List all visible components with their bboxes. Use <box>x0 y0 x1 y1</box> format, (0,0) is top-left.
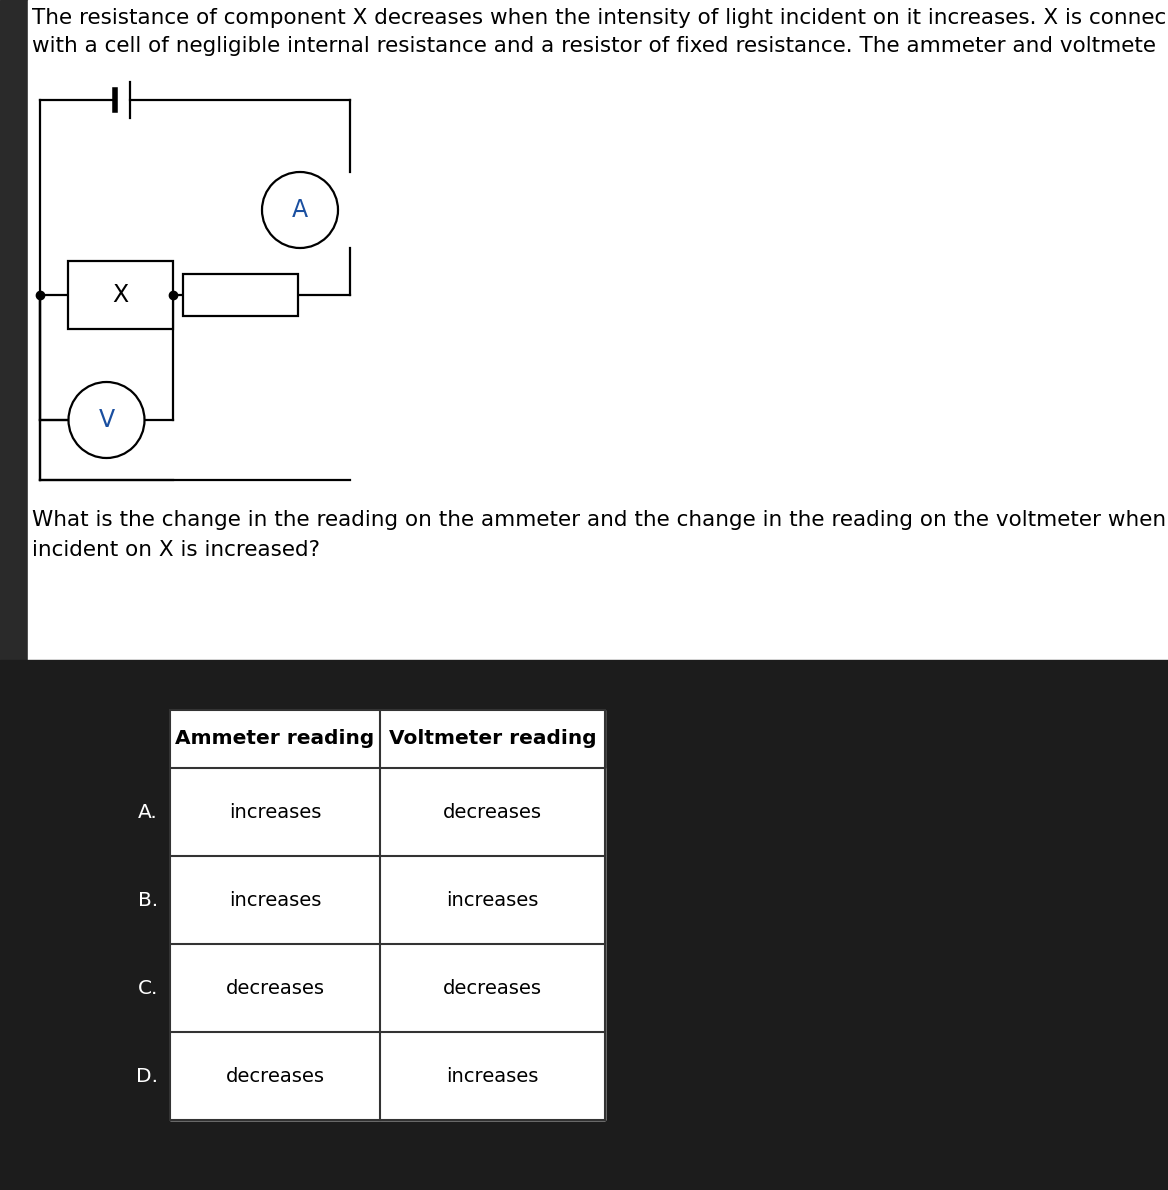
Bar <box>171 944 605 1032</box>
Text: Ammeter reading: Ammeter reading <box>175 729 375 749</box>
Text: What is the change in the reading on the ammeter and the change in the reading o: What is the change in the reading on the… <box>32 511 1166 530</box>
Circle shape <box>262 173 338 248</box>
Bar <box>28 0 1168 660</box>
Text: B.: B. <box>138 890 158 909</box>
Text: increases: increases <box>229 890 321 909</box>
Text: decreases: decreases <box>443 802 542 821</box>
Bar <box>0 0 28 1190</box>
Text: V: V <box>98 408 114 432</box>
Text: decreases: decreases <box>443 978 542 997</box>
Circle shape <box>69 382 145 458</box>
Bar <box>171 710 605 1120</box>
Text: A.: A. <box>138 802 158 821</box>
Text: increases: increases <box>446 1066 538 1085</box>
Text: incident on X is increased?: incident on X is increased? <box>32 540 320 560</box>
Bar <box>171 710 605 1120</box>
Text: with a cell of negligible internal resistance and a resistor of fixed resistance: with a cell of negligible internal resis… <box>32 36 1156 56</box>
Bar <box>171 856 605 944</box>
Text: C.: C. <box>138 978 158 997</box>
Text: Voltmeter reading: Voltmeter reading <box>389 729 597 749</box>
Text: decreases: decreases <box>225 1066 325 1085</box>
Bar <box>0 660 1168 1190</box>
Text: D.: D. <box>135 1066 158 1085</box>
Text: decreases: decreases <box>225 978 325 997</box>
Text: increases: increases <box>229 802 321 821</box>
Bar <box>171 768 605 856</box>
Text: A: A <box>292 198 308 223</box>
Text: X: X <box>112 283 128 307</box>
FancyBboxPatch shape <box>68 261 173 328</box>
Text: The resistance of component X decreases when the intensity of light incident on : The resistance of component X decreases … <box>32 8 1167 29</box>
Bar <box>171 1032 605 1120</box>
FancyBboxPatch shape <box>183 274 298 317</box>
Text: increases: increases <box>446 890 538 909</box>
